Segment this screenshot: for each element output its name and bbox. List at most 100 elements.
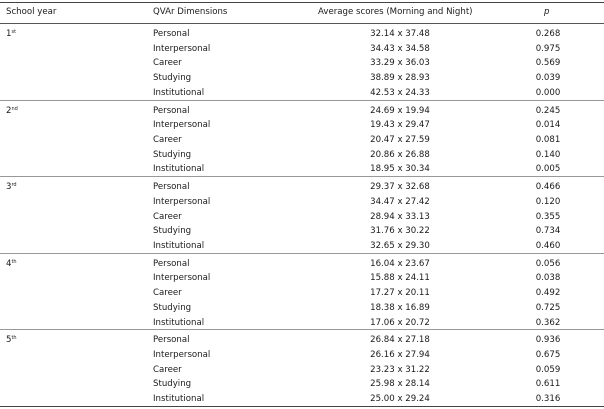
dimension-cell: Personal xyxy=(153,335,190,346)
p-value-cell: 0.975 xyxy=(535,43,561,54)
table-row: Personal 24.69 x 19.94 0.245 xyxy=(0,104,604,119)
table-row: Career 33.29 x 36.03 0.569 xyxy=(0,56,604,71)
table-row: Personal 16.04 x 23.67 0.056 xyxy=(0,257,604,272)
average-score-cell: 23.23 x 31.22 xyxy=(370,364,430,375)
table-row: Interpersonal 34.47 x 27.42 0.120 xyxy=(0,195,604,210)
p-value-cell: 0.245 xyxy=(535,105,561,116)
header-school-year: School year xyxy=(6,7,57,17)
p-value-cell: 0.460 xyxy=(535,240,561,251)
school-year-suffix: st xyxy=(11,29,17,35)
dimension-cell: Career xyxy=(153,364,182,375)
p-value-cell: 0.120 xyxy=(535,196,561,207)
table-row: Personal 29.37 x 32.68 0.466 xyxy=(0,180,604,195)
dimension-cell: Personal xyxy=(153,29,190,39)
p-value-cell: 0.038 xyxy=(535,273,561,284)
average-score-cell: 25.98 x 28.14 xyxy=(370,379,430,390)
school-year-number: 4 xyxy=(6,258,12,269)
average-score-cell: 32.14 x 37.48 xyxy=(370,29,430,39)
p-value-cell: 0.005 xyxy=(535,164,561,175)
dimension-cell: Studying xyxy=(153,379,192,390)
school-year: 3rd xyxy=(6,180,17,195)
p-value-cell: 0.081 xyxy=(535,134,561,145)
average-score-cell: 29.37 x 32.68 xyxy=(370,182,430,193)
p-value-cell: 0.059 xyxy=(535,364,561,375)
table-row: Career 17.27 x 20.11 0.492 xyxy=(0,286,604,301)
dimension-cell: Interpersonal xyxy=(153,43,211,54)
p-value-cell: 0.569 xyxy=(535,58,561,69)
year-group: 3rd Personal 29.37 x 32.68 0.466 Interpe… xyxy=(0,177,604,254)
dimension-cell: Career xyxy=(153,58,182,69)
p-value-cell: 0.492 xyxy=(535,288,561,299)
average-score-cell: 32.65 x 29.30 xyxy=(370,240,430,251)
dimension-cell: Career xyxy=(153,134,182,145)
year-group: 2nd Personal 24.69 x 19.94 0.245 Interpe… xyxy=(0,101,604,178)
table-row: Studying 25.98 x 28.14 0.611 xyxy=(0,377,604,392)
table-body: 1st Personal 32.14 x 37.48 0.268 Interpe… xyxy=(0,24,604,407)
table-header: School year QVAr Dimensions Average scor… xyxy=(0,3,604,24)
p-value-cell: 0.316 xyxy=(535,394,561,405)
p-value-cell: 0.725 xyxy=(535,302,561,313)
p-value-cell: 0.675 xyxy=(535,350,561,361)
p-value-cell: 0.014 xyxy=(535,120,561,131)
table-row: Interpersonal 15.88 x 24.11 0.038 xyxy=(0,271,604,286)
average-score-cell: 26.16 x 27.94 xyxy=(370,350,430,361)
average-score-cell: 18.95 x 30.34 xyxy=(370,164,430,175)
table-row: Career 23.23 x 31.22 0.059 xyxy=(0,363,604,378)
school-year-number: 3 xyxy=(6,182,12,193)
school-year: 5th xyxy=(6,333,17,348)
dimension-cell: Studying xyxy=(153,149,192,160)
table-row: Personal 32.14 x 37.48 0.268 xyxy=(0,27,604,42)
table-row: Institutional 25.00 x 29.24 0.316 xyxy=(0,392,604,407)
average-score-cell: 31.76 x 30.22 xyxy=(370,226,430,237)
table-row: Interpersonal 26.16 x 27.94 0.675 xyxy=(0,348,604,363)
school-year: 4th xyxy=(6,257,17,272)
dimension-cell: Studying xyxy=(153,73,192,84)
table-row: Interpersonal 19.43 x 29.47 0.014 xyxy=(0,118,604,133)
dimension-cell: Interpersonal xyxy=(153,196,211,207)
table-row: Studying 38.89 x 28.93 0.039 xyxy=(0,71,604,86)
average-score-cell: 20.47 x 27.59 xyxy=(370,134,430,145)
dimension-cell: Institutional xyxy=(153,394,205,405)
average-score-cell: 38.89 x 28.93 xyxy=(370,73,430,84)
dimension-cell: Interpersonal xyxy=(153,273,211,284)
average-score-cell: 17.27 x 20.11 xyxy=(370,288,430,299)
table-row: Institutional 42.53 x 24.33 0.000 xyxy=(0,86,604,101)
table-row: Institutional 32.65 x 29.30 0.460 xyxy=(0,239,604,254)
average-score-cell: 15.88 x 24.11 xyxy=(370,273,430,284)
table-row: Career 20.47 x 27.59 0.081 xyxy=(0,133,604,148)
dimension-cell: Institutional xyxy=(153,164,205,175)
school-year-suffix: th xyxy=(11,258,17,265)
average-score-cell: 18.38 x 16.89 xyxy=(370,302,430,313)
p-value-cell: 0.362 xyxy=(535,317,561,328)
p-value-cell: 0.936 xyxy=(535,335,561,346)
p-value-cell: 0.466 xyxy=(535,182,561,193)
average-score-cell: 28.94 x 33.13 xyxy=(370,211,430,222)
p-value-cell: 0.000 xyxy=(535,87,561,98)
dimension-cell: Studying xyxy=(153,226,192,237)
dimension-cell: Institutional xyxy=(153,240,205,251)
average-score-cell: 17.06 x 20.72 xyxy=(370,317,430,328)
average-score-cell: 26.84 x 27.18 xyxy=(370,335,430,346)
average-score-cell: 24.69 x 19.94 xyxy=(370,105,430,116)
table-row: Personal 26.84 x 27.18 0.936 xyxy=(0,333,604,348)
header-average-scores: Average scores (Morning and Night) xyxy=(318,7,473,17)
average-score-cell: 25.00 x 29.24 xyxy=(370,394,430,405)
year-group: 5th Personal 26.84 x 27.18 0.936 Interpe… xyxy=(0,330,604,407)
header-dimensions: QVAr Dimensions xyxy=(153,7,228,17)
p-value-cell: 0.734 xyxy=(535,226,561,237)
average-score-cell: 33.29 x 36.03 xyxy=(370,58,430,69)
p-value-cell: 0.355 xyxy=(535,211,561,222)
school-year: 2nd xyxy=(6,104,18,119)
dimension-cell: Institutional xyxy=(153,317,205,328)
school-year-number: 2 xyxy=(6,105,12,116)
dimension-cell: Institutional xyxy=(153,87,205,98)
dimension-cell: Personal xyxy=(153,105,190,116)
dimension-cell: Career xyxy=(153,288,182,299)
dimension-cell: Personal xyxy=(153,258,190,269)
p-value-cell: 0.056 xyxy=(535,258,561,269)
year-group: 1st Personal 32.14 x 37.48 0.268 Interpe… xyxy=(0,24,604,101)
year-group: 4th Personal 16.04 x 23.67 0.056 Interpe… xyxy=(0,254,604,331)
school-year-suffix: rd xyxy=(11,182,17,189)
table-row: Studying 20.86 x 26.88 0.140 xyxy=(0,148,604,163)
average-score-cell: 19.43 x 29.47 xyxy=(370,120,430,131)
